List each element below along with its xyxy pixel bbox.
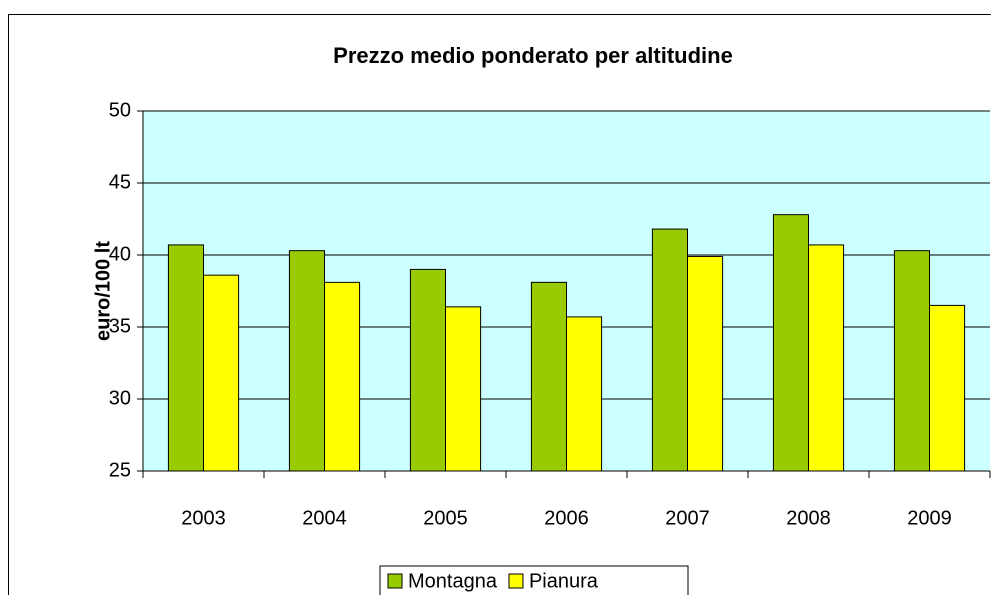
legend-box: [379, 565, 689, 595]
x-tick-label: 2005: [423, 507, 468, 529]
x-tick-label: 2004: [302, 507, 347, 529]
bar: [324, 281, 361, 472]
y-tick-label: 30: [109, 387, 131, 409]
bar: [445, 306, 482, 472]
bar: [530, 281, 567, 472]
bar: [409, 268, 447, 472]
y-tick-label: 25: [109, 459, 131, 481]
bar: [167, 244, 205, 472]
y-tick-label: 45: [109, 171, 131, 193]
bar: [566, 316, 603, 472]
legend-label: Montagna: [408, 570, 498, 592]
bar: [808, 244, 845, 472]
legend-swatch: [508, 573, 524, 589]
bar: [893, 250, 930, 472]
bar: [288, 250, 326, 472]
bar: [772, 214, 809, 472]
bar: [929, 304, 966, 472]
bar: [651, 228, 688, 472]
y-tick-label: 35: [109, 315, 131, 337]
legend-label: Pianura: [529, 570, 599, 592]
y-tick-label: 40: [109, 243, 131, 265]
x-tick-label: 2007: [665, 507, 710, 529]
y-axis-label: euro/100 lt: [92, 241, 114, 341]
legend-swatch: [387, 573, 403, 589]
bar: [687, 255, 724, 472]
bar: [203, 274, 240, 472]
x-tick-label: 2003: [181, 507, 226, 529]
x-tick-label: 2006: [544, 507, 589, 529]
x-tick-label: 2008: [786, 507, 831, 529]
chart-title: Prezzo medio ponderato per altitudine: [333, 43, 733, 68]
x-tick-label: 2009: [907, 507, 952, 529]
y-tick-label: 50: [109, 99, 131, 121]
